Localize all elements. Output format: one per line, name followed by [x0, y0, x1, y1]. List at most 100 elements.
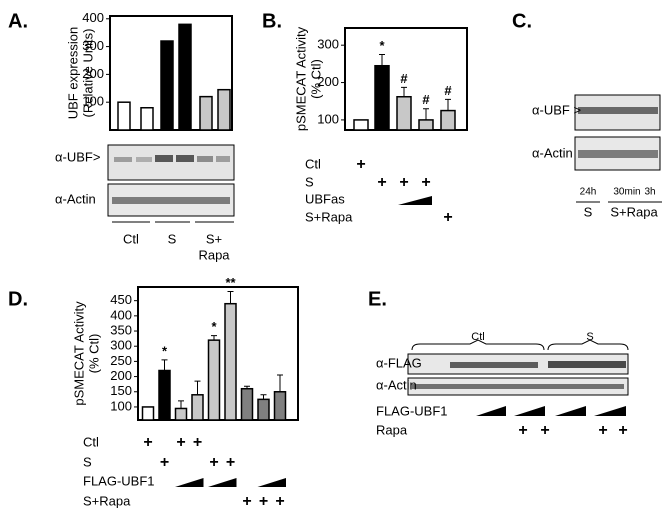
y-tick-label: 100: [82, 94, 104, 109]
y-tick-label: 250: [110, 353, 132, 368]
error-bar: [194, 380, 201, 395]
braces: [411, 339, 629, 351]
treatment-mark: +: [143, 434, 152, 451]
treatment-label: Ctl: [305, 156, 321, 171]
y-axis-label: pSMECAT Activity: [71, 301, 86, 406]
treatment-mark: +: [259, 493, 268, 510]
group-label: Rapa: [198, 247, 230, 262]
blot-label: α-Actin: [376, 377, 417, 392]
treatment-mark: +: [356, 156, 365, 173]
panel-label: C.: [512, 10, 532, 32]
treatment-label: FLAG-UBF1: [83, 473, 155, 488]
time-label: 24h: [580, 187, 597, 198]
y-tick-label: 400: [82, 10, 104, 25]
bar: [117, 101, 131, 131]
group-label: Ctl: [471, 331, 484, 343]
treatment-mark: +: [275, 493, 284, 510]
bands: [578, 107, 658, 158]
y-tick-label: 350: [110, 322, 132, 337]
time-label: 3h: [644, 187, 655, 198]
bar: [140, 107, 154, 131]
blot-label: α-Actin: [532, 145, 573, 160]
error-bar: [260, 394, 267, 400]
bar: [240, 387, 254, 421]
y-tick-label: 150: [110, 383, 132, 398]
bar: [396, 95, 412, 131]
y-axis-label: (% Ctl): [86, 334, 101, 374]
treatment-mark: +: [518, 422, 527, 439]
group-label: S: [584, 204, 593, 219]
error-bar: [244, 385, 250, 389]
group-label: S+Rapa: [610, 204, 658, 219]
annotation: **: [225, 275, 236, 290]
group-label: S+: [206, 231, 222, 246]
treatment-label: S: [305, 174, 314, 189]
time-label: 30min: [613, 187, 640, 198]
y-tick-label: 450: [110, 292, 132, 307]
bar: [217, 88, 231, 131]
wedge: [257, 478, 286, 487]
bar: [158, 369, 171, 421]
y-tick-label: 400: [110, 307, 132, 322]
blot-label: α-UBF>: [55, 149, 100, 164]
bar: [440, 109, 456, 131]
treatment-mark: +: [160, 454, 169, 471]
treatment-mark: +: [176, 434, 185, 451]
treatment-label: S: [83, 454, 92, 469]
bar: [207, 339, 221, 421]
group-label: S: [168, 231, 177, 246]
error-bar: [161, 359, 168, 371]
y-tick-label: 200: [317, 74, 339, 89]
error-bar: [178, 400, 184, 409]
bands: [112, 155, 230, 204]
y-axis-label: pSMECAT Activity: [293, 26, 308, 131]
y-tick-label: 200: [82, 66, 104, 81]
treatment-mark: +: [540, 422, 549, 439]
panel-label: E.: [368, 288, 387, 310]
treatment-label: S+Rapa: [305, 209, 353, 224]
y-tick-label: 100: [110, 398, 132, 413]
panel-label: D.: [8, 288, 28, 310]
panel-label: B.: [262, 10, 282, 32]
annotation: *: [211, 319, 217, 334]
blot: [107, 144, 235, 181]
bar: [353, 119, 369, 131]
wedge: [175, 478, 204, 487]
wedges: [476, 406, 626, 416]
annotation: #: [400, 71, 408, 86]
bands: [412, 361, 626, 389]
panel-label: A.: [8, 10, 28, 32]
bar: [273, 391, 287, 421]
annotation: *: [379, 38, 385, 53]
bar: [141, 406, 155, 421]
bar: [199, 95, 213, 131]
group-label: S: [586, 331, 593, 343]
treatment-label: S+Rapa: [83, 493, 131, 508]
treatment-label: UBFas: [305, 191, 345, 206]
bar: [257, 398, 270, 421]
treatment-label: FLAG-UBF1: [376, 403, 448, 418]
bar: [374, 64, 390, 131]
treatment-mark: +: [443, 209, 452, 226]
error-bar: [401, 86, 407, 97]
y-axis-label: (Relative Units): [80, 29, 95, 118]
error-bar: [423, 108, 429, 120]
wedge: [208, 478, 237, 487]
bar: [174, 407, 188, 421]
y-tick-label: 300: [82, 38, 104, 53]
bar: [191, 394, 204, 421]
treatment-mark: +: [399, 174, 408, 191]
treatment-mark: +: [377, 174, 386, 191]
wedge: [398, 196, 432, 205]
error-bar: [379, 54, 385, 66]
treatment-mark: +: [618, 422, 627, 439]
blot-label: α-FLAG: [376, 355, 422, 370]
y-tick-label: 300: [317, 37, 339, 52]
treatment-mark: +: [421, 174, 430, 191]
treatment-label: Ctl: [83, 434, 99, 449]
annotation: *: [162, 343, 168, 358]
error-bar: [445, 98, 451, 111]
y-tick-label: 200: [110, 368, 132, 383]
group-label: Ctl: [123, 231, 139, 246]
